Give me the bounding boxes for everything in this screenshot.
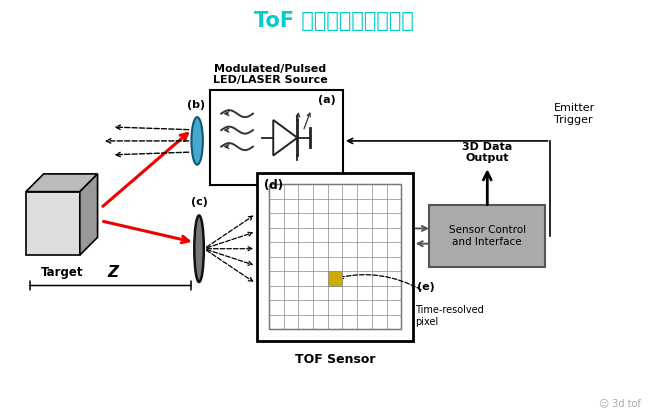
Polygon shape bbox=[327, 271, 342, 286]
Text: (b): (b) bbox=[187, 100, 205, 110]
Text: ToF 模组工作原理示意图: ToF 模组工作原理示意图 bbox=[253, 11, 414, 31]
Text: ☺ 3d tof: ☺ 3d tof bbox=[600, 398, 641, 408]
Polygon shape bbox=[80, 174, 97, 255]
Ellipse shape bbox=[194, 215, 204, 282]
FancyBboxPatch shape bbox=[257, 173, 413, 341]
Text: Target: Target bbox=[41, 266, 83, 279]
Polygon shape bbox=[273, 120, 297, 156]
Text: (e): (e) bbox=[418, 282, 435, 292]
Text: Sensor Control
and Interface: Sensor Control and Interface bbox=[449, 225, 526, 247]
Text: 3D Data
Output: 3D Data Output bbox=[462, 142, 512, 163]
Text: Modulated/Pulsed
LED/LASER Source: Modulated/Pulsed LED/LASER Source bbox=[213, 63, 327, 85]
FancyBboxPatch shape bbox=[430, 205, 546, 267]
FancyBboxPatch shape bbox=[269, 184, 402, 329]
Polygon shape bbox=[26, 174, 97, 192]
FancyBboxPatch shape bbox=[210, 90, 343, 186]
Text: Z: Z bbox=[107, 266, 118, 281]
Text: Time-resolved
pixel: Time-resolved pixel bbox=[415, 305, 484, 327]
Text: TOF Sensor: TOF Sensor bbox=[295, 353, 376, 366]
Text: (c): (c) bbox=[191, 197, 207, 207]
Text: Emitter
Trigger: Emitter Trigger bbox=[554, 103, 596, 125]
Polygon shape bbox=[26, 192, 80, 255]
Text: (a): (a) bbox=[317, 95, 336, 105]
Text: (d): (d) bbox=[263, 179, 283, 192]
Ellipse shape bbox=[191, 117, 203, 165]
